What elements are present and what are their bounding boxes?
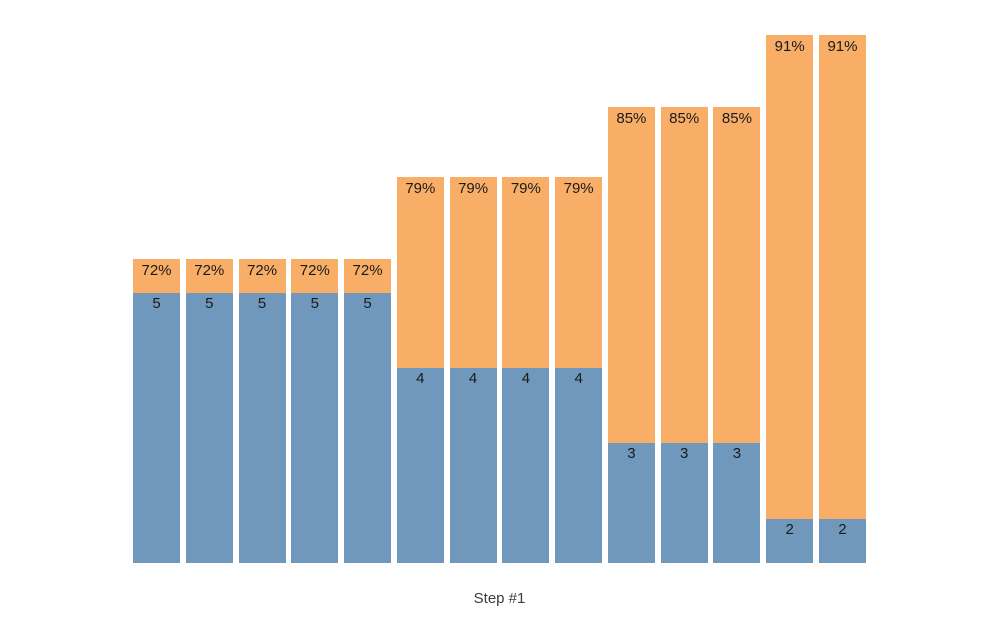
count-label: 3 xyxy=(679,445,689,462)
bar-segment-top: 79% xyxy=(555,177,603,368)
bar-segment-bottom: 3 xyxy=(607,443,655,563)
bar-column: 79% 4 xyxy=(396,177,444,563)
bar-segment-bottom: 5 xyxy=(133,293,180,563)
percent-label: 79% xyxy=(510,180,541,197)
bar-column: 79% 4 xyxy=(502,177,550,563)
percent-label: 72% xyxy=(352,262,383,279)
bar-segment-bottom: 5 xyxy=(238,293,286,563)
bar-segment-top: 85% xyxy=(607,107,655,443)
bar-segment-bottom: 4 xyxy=(555,368,603,563)
count-label: 5 xyxy=(363,295,372,312)
bar-segment-bottom: 2 xyxy=(818,519,866,563)
bar-segment-top: 79% xyxy=(449,177,497,368)
count-label: 4 xyxy=(574,370,583,387)
count-label: 5 xyxy=(310,295,319,312)
percent-label: 85% xyxy=(616,110,647,127)
bar-segment-top: 72% xyxy=(133,259,180,293)
bar-column: 72% 5 xyxy=(133,259,180,563)
percent-label: 85% xyxy=(721,110,752,127)
bar-column: 72% 5 xyxy=(344,259,392,563)
percent-label: 91% xyxy=(827,38,858,55)
count-label: 4 xyxy=(416,370,425,387)
bar-segment-bottom: 3 xyxy=(713,443,761,563)
bar-segment-bottom: 4 xyxy=(396,368,444,563)
bar-segment-top: 91% xyxy=(818,35,866,519)
bar-segment-top: 72% xyxy=(291,259,339,293)
bar-segment-bottom: 5 xyxy=(291,293,339,563)
bar-column: 85% 3 xyxy=(713,107,761,563)
count-label: 2 xyxy=(785,521,794,538)
count-label: 5 xyxy=(257,295,267,312)
bar-column: 79% 4 xyxy=(555,177,603,563)
bars-row: 72% 5 72% 5 72% 5 72% 5 72% 5 79% 4 79% 4 79% 4 79% 4 85% 3… xyxy=(133,0,866,563)
percent-label: 72% xyxy=(194,262,225,279)
bar-column: 91% 2 xyxy=(818,35,866,563)
count-label: 4 xyxy=(521,370,531,387)
percent-label: 79% xyxy=(405,180,436,197)
bar-segment-top: 91% xyxy=(766,35,814,519)
bar-segment-top: 72% xyxy=(185,259,233,293)
count-label: 4 xyxy=(468,370,478,387)
bar-segment-bottom: 4 xyxy=(502,368,550,563)
bar-segment-top: 72% xyxy=(344,259,392,293)
count-label: 5 xyxy=(152,295,161,312)
percent-label: 85% xyxy=(669,110,700,127)
percent-label: 79% xyxy=(458,180,489,197)
count-label: 3 xyxy=(732,445,742,462)
x-axis-label: Step #1 xyxy=(473,590,526,607)
bar-segment-bottom: 5 xyxy=(344,293,392,563)
count-label: 2 xyxy=(838,521,847,538)
bar-column: 72% 5 xyxy=(291,259,339,563)
bar-column: 72% 5 xyxy=(238,259,286,563)
count-label: 5 xyxy=(205,295,214,312)
percent-label: 79% xyxy=(563,180,594,197)
bar-column: 85% 3 xyxy=(660,107,708,563)
bar-column: 79% 4 xyxy=(449,177,497,563)
bar-segment-top: 85% xyxy=(660,107,708,443)
bar-segment-top: 79% xyxy=(396,177,444,368)
count-label: 3 xyxy=(627,445,636,462)
percent-label: 72% xyxy=(299,262,330,279)
percent-label: 72% xyxy=(247,262,278,279)
bar-segment-bottom: 2 xyxy=(766,519,814,563)
bar-column: 72% 5 xyxy=(185,259,233,563)
bar-segment-bottom: 3 xyxy=(660,443,708,563)
bar-column: 91% 2 xyxy=(766,35,814,563)
bar-segment-bottom: 5 xyxy=(185,293,233,563)
bar-segment-top: 72% xyxy=(238,259,286,293)
percent-label: 72% xyxy=(141,262,172,279)
bar-segment-bottom: 4 xyxy=(449,368,497,563)
bar-segment-top: 79% xyxy=(502,177,550,368)
bar-column: 85% 3 xyxy=(607,107,655,563)
percent-label: 91% xyxy=(774,38,805,55)
bar-segment-top: 85% xyxy=(713,107,761,443)
